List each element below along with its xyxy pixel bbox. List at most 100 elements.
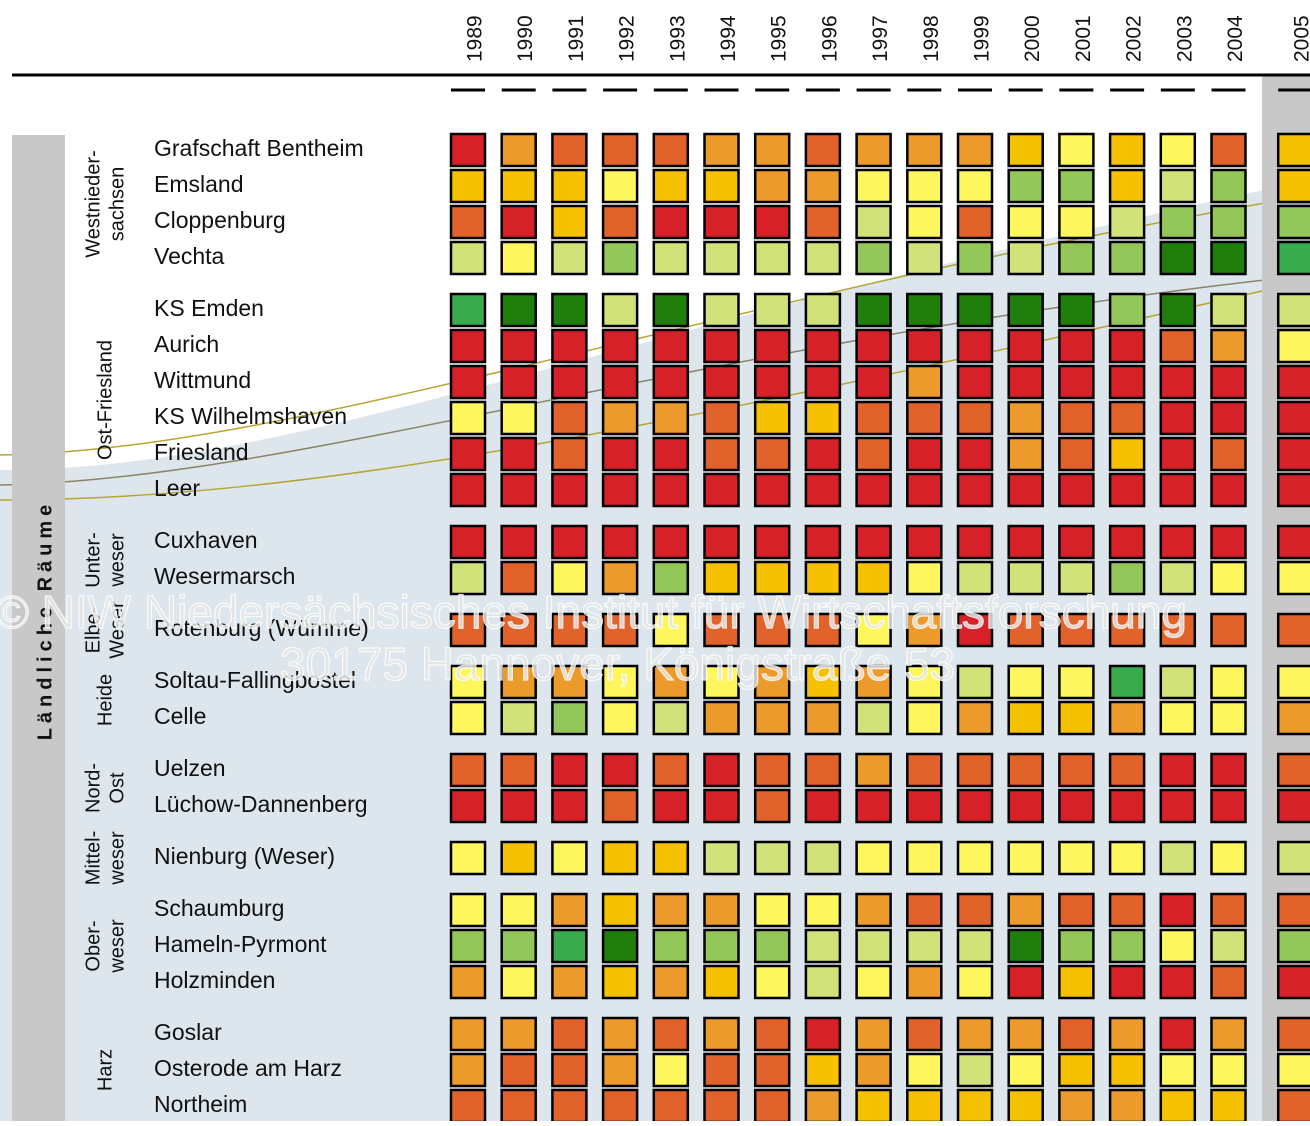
cell xyxy=(1058,524,1095,560)
row-label: Wittmund xyxy=(154,367,251,393)
cell xyxy=(1210,524,1247,560)
cell xyxy=(449,752,487,788)
cell xyxy=(652,472,690,508)
cell xyxy=(500,612,537,648)
cell xyxy=(956,472,994,508)
cell xyxy=(1058,560,1095,596)
cell xyxy=(601,664,639,700)
row-label: Celle xyxy=(154,703,206,729)
cell xyxy=(804,964,842,1000)
cell xyxy=(1276,436,1310,472)
cell xyxy=(804,1052,842,1088)
cell xyxy=(956,328,994,364)
cell xyxy=(1159,752,1197,788)
cell xyxy=(956,364,994,400)
group-label: Heide xyxy=(94,674,116,726)
cell xyxy=(703,400,740,436)
cell xyxy=(601,1016,639,1052)
cell xyxy=(601,436,639,472)
cell xyxy=(449,788,487,824)
cell xyxy=(753,204,791,240)
cell xyxy=(652,892,690,928)
cell xyxy=(1007,364,1044,400)
cell xyxy=(500,364,537,400)
cell xyxy=(956,1016,994,1052)
cell xyxy=(601,928,639,964)
cell xyxy=(1108,436,1146,472)
watermark-line: 30175 Hannover, Königstraße 53 xyxy=(280,638,955,690)
cell xyxy=(601,892,639,928)
cell xyxy=(753,840,791,876)
cell xyxy=(804,328,842,364)
cell xyxy=(1007,204,1044,240)
year-label: 2002 xyxy=(1123,15,1146,62)
cell xyxy=(906,292,943,328)
cell xyxy=(855,840,892,876)
cell xyxy=(551,524,588,560)
cell xyxy=(1007,560,1044,596)
row-label: Soltau-Fallingbostel xyxy=(154,667,356,693)
cell xyxy=(1108,292,1146,328)
cell xyxy=(956,168,994,204)
side-label: Ländliche Räume xyxy=(34,500,56,741)
row-label: Holzminden xyxy=(154,967,275,993)
cell xyxy=(449,204,487,240)
cell xyxy=(551,132,588,168)
cell xyxy=(956,132,994,168)
group-label: Weser xyxy=(106,601,128,659)
cell xyxy=(652,364,690,400)
row-label: Hameln-Pyrmont xyxy=(154,931,327,957)
cell xyxy=(449,964,487,1000)
cell xyxy=(551,1088,588,1124)
cell xyxy=(753,788,791,824)
cell xyxy=(855,292,892,328)
cell xyxy=(855,964,892,1000)
cell xyxy=(855,664,892,700)
cell xyxy=(1108,1088,1146,1124)
cell xyxy=(804,168,842,204)
cell xyxy=(500,132,537,168)
cell xyxy=(601,472,639,508)
cell xyxy=(753,1088,791,1124)
cell xyxy=(652,436,690,472)
cell xyxy=(652,664,690,700)
cell xyxy=(703,788,740,824)
cell xyxy=(956,612,994,648)
cell xyxy=(1276,132,1310,168)
cell xyxy=(1058,788,1095,824)
cell xyxy=(1058,168,1095,204)
cell xyxy=(449,400,487,436)
group-label: sachsen xyxy=(106,167,128,242)
cell xyxy=(1007,328,1044,364)
cell xyxy=(1276,1016,1310,1052)
cell xyxy=(1210,664,1247,700)
cell xyxy=(1108,1052,1146,1088)
cell xyxy=(449,1016,487,1052)
cell xyxy=(1058,436,1095,472)
cell xyxy=(855,788,892,824)
cell xyxy=(652,840,690,876)
cell xyxy=(551,1052,588,1088)
cell xyxy=(1007,524,1044,560)
cell xyxy=(1276,700,1310,736)
cell xyxy=(804,1088,842,1124)
cell xyxy=(1058,664,1095,700)
cell xyxy=(500,700,537,736)
cell xyxy=(500,964,537,1000)
cell xyxy=(1058,472,1095,508)
cell xyxy=(1108,664,1146,700)
cell xyxy=(1276,400,1310,436)
cell xyxy=(1159,436,1197,472)
side-band xyxy=(12,135,65,1121)
cell xyxy=(855,892,892,928)
cell xyxy=(551,560,588,596)
cell xyxy=(500,168,537,204)
cell xyxy=(601,204,639,240)
cell xyxy=(703,752,740,788)
cell xyxy=(1276,204,1310,240)
cell xyxy=(1058,964,1095,1000)
cell xyxy=(804,472,842,508)
cell xyxy=(804,436,842,472)
cell xyxy=(551,240,588,276)
cell xyxy=(804,892,842,928)
